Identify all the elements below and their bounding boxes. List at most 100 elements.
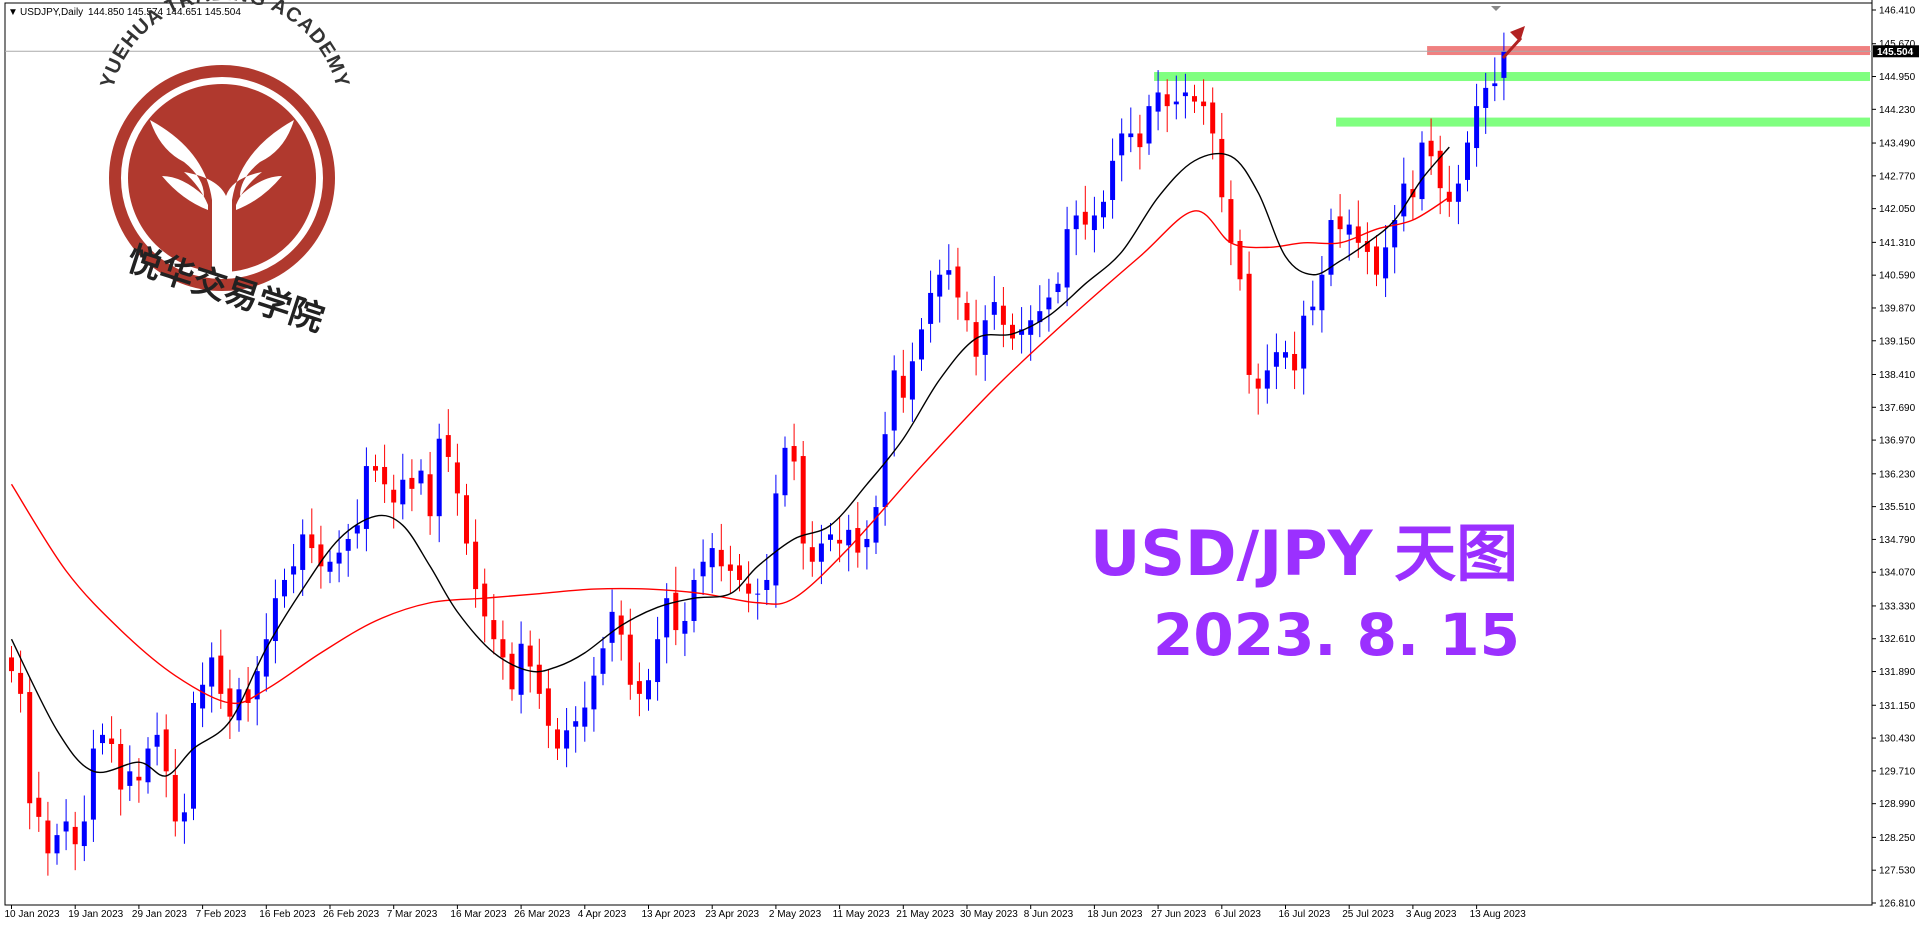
candle-body	[445, 435, 451, 457]
logo-mark-icon	[150, 120, 294, 272]
candle-body	[864, 538, 870, 548]
x-tick-label: 26 Mar 2023	[514, 909, 571, 920]
y-tick-label: 139.150	[1879, 336, 1916, 347]
y-tick-label: 128.250	[1879, 833, 1916, 844]
candle-body	[1492, 83, 1498, 87]
chart-shift-marker-icon[interactable]	[1491, 6, 1501, 11]
candle-body	[1264, 370, 1270, 389]
candle-body	[928, 292, 934, 324]
candle-body	[1337, 216, 1343, 230]
y-tick-label: 128.990	[1879, 799, 1916, 810]
x-tick-label: 7 Mar 2023	[387, 909, 438, 920]
candle-body	[1283, 352, 1288, 358]
x-tick-label: 19 Jan 2023	[68, 909, 123, 920]
candle-body	[409, 477, 415, 489]
candle-body	[818, 543, 824, 562]
candle-body	[655, 639, 661, 683]
candle-body	[946, 270, 952, 275]
chart-symbol: USDJPY,Daily	[20, 7, 83, 18]
candle-body	[964, 302, 970, 321]
candle-body	[764, 579, 770, 590]
candle-body	[909, 361, 915, 400]
candle-body	[1192, 96, 1197, 102]
candle-body	[1046, 297, 1052, 310]
candle-body	[600, 648, 606, 674]
candle-body	[755, 593, 761, 595]
y-tick-label: 143.490	[1879, 139, 1916, 150]
candle-body	[1091, 215, 1097, 231]
candle-body	[1455, 183, 1461, 202]
candle-body	[1019, 329, 1025, 335]
candle-body	[509, 653, 515, 690]
y-tick-label: 130.430	[1879, 734, 1916, 745]
candle-body	[36, 797, 42, 817]
candle-body	[937, 274, 943, 297]
candle-body	[473, 541, 479, 590]
x-tick-label: 23 Apr 2023	[705, 909, 759, 920]
candle-body	[163, 729, 169, 772]
candle-body	[263, 639, 269, 677]
annotation-title: USD/JPY 天图	[1090, 517, 1518, 590]
y-tick-label: 144.230	[1879, 105, 1916, 116]
candle-body	[991, 302, 997, 315]
x-tick-label: 4 Apr 2023	[578, 909, 627, 920]
candle-body	[609, 611, 615, 643]
candle-body	[45, 820, 51, 854]
candle-body	[646, 680, 651, 700]
candle-body	[72, 826, 78, 845]
candle-body	[828, 534, 833, 540]
candle-body	[709, 548, 715, 568]
candle-body	[1146, 106, 1152, 144]
trend-up-arrow-icon	[1501, 26, 1525, 60]
x-tick-label: 6 Jul 2023	[1215, 909, 1262, 920]
candle-body	[127, 771, 133, 786]
y-tick-label: 134.790	[1879, 535, 1916, 546]
candle-body	[919, 329, 924, 360]
y-tick-label: 142.050	[1879, 204, 1916, 215]
plot-frame	[4, 2, 1873, 906]
candle-body	[891, 370, 897, 431]
candle-body	[682, 620, 688, 634]
ma-fast-line	[10, 146, 1450, 777]
candle-body	[491, 620, 497, 640]
candle-body	[172, 774, 178, 822]
y-tick-label: 138.410	[1879, 370, 1916, 381]
candle-body	[1364, 240, 1370, 252]
candle-body	[300, 534, 306, 570]
candle-body	[1082, 211, 1088, 225]
candle-body	[1110, 160, 1116, 200]
candle-body	[564, 730, 570, 749]
candle-body	[1273, 352, 1279, 367]
candle-body	[1101, 201, 1106, 218]
candle-body	[1355, 226, 1361, 243]
candle-body	[336, 552, 342, 564]
candle-body	[545, 688, 551, 726]
candle-body	[636, 681, 642, 694]
candle-body	[846, 529, 852, 546]
x-tick-label: 26 Feb 2023	[323, 909, 380, 920]
candle-body	[1037, 311, 1043, 323]
candle-body	[1392, 220, 1398, 248]
candle-body	[573, 721, 579, 727]
candle-body	[436, 438, 442, 517]
y-tick-label: 131.890	[1879, 667, 1916, 678]
candle-body	[327, 561, 333, 572]
y-tick-label: 142.770	[1879, 171, 1916, 182]
candle-body	[1182, 92, 1188, 97]
candle-body	[1028, 320, 1034, 335]
chart-menu-triangle-icon[interactable]: ▼	[8, 7, 18, 18]
candle-body	[1419, 142, 1425, 200]
candle-body	[282, 579, 287, 597]
x-tick-label: 30 May 2023	[960, 909, 1018, 920]
candle-body	[1501, 51, 1507, 78]
candle-body	[982, 320, 988, 355]
candle-body	[1201, 101, 1207, 107]
x-tick-label: 2 May 2023	[769, 909, 822, 920]
candle-body	[782, 447, 788, 496]
annotation-date: 2023. 8. 15	[1153, 601, 1520, 669]
candle-body	[727, 564, 733, 571]
candle-body	[955, 266, 961, 298]
chart-ohlc: 144.850 145.574 144.651 145.504	[88, 7, 241, 18]
candle-body	[1401, 183, 1407, 217]
candle-body	[254, 671, 260, 700]
